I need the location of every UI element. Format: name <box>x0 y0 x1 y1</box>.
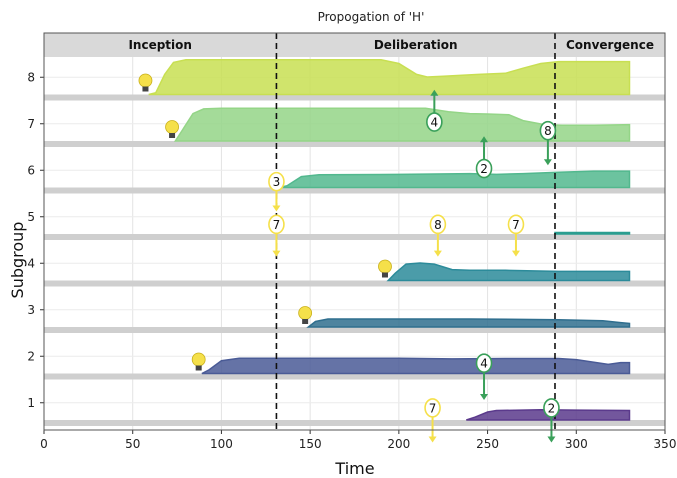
transmission-label: 4 <box>431 116 439 130</box>
transmission-arrow-head <box>511 250 520 257</box>
origin-bulb-icon <box>191 352 206 367</box>
transmission-node <box>475 158 493 179</box>
x-tick-label: 250 <box>476 437 499 451</box>
x-tick-label: 0 <box>40 437 48 451</box>
transmission-node <box>268 214 285 235</box>
phase-label: Deliberation <box>374 38 458 52</box>
plot-area: Inception Deliberation Convergence 3 7 8 7 4 2 8 4… <box>27 32 677 451</box>
area-subgroup-6 <box>279 170 631 189</box>
chart-title: Propogation of 'H' <box>318 10 425 24</box>
area-subgroup-3 <box>306 318 631 328</box>
origin-bulb-icon <box>298 306 313 320</box>
area-subgroup-2 <box>201 357 631 375</box>
transmission-arrow-head <box>480 136 489 143</box>
subgroup-separator <box>44 234 665 240</box>
transmission-node <box>268 171 285 192</box>
subgroup-separator <box>44 187 665 194</box>
x-tick-label: 300 <box>565 437 588 451</box>
transmission-arrow-head <box>543 159 552 166</box>
transmission-arrow-head <box>272 205 281 212</box>
transmission-arrow-head <box>430 89 439 96</box>
x-axis-label: Time <box>334 459 374 478</box>
transmission-label: 7 <box>429 401 437 415</box>
x-tick-label: 150 <box>299 437 322 451</box>
x-tick-label: 100 <box>210 437 233 451</box>
subgroup-separator <box>44 420 665 426</box>
transmission-label: 3 <box>273 175 281 189</box>
origin-bulb-icon <box>165 120 179 134</box>
transmission-node <box>539 120 557 141</box>
transmission-label: 7 <box>273 218 281 232</box>
origin-bulb-base <box>142 86 149 92</box>
transmission-label: 8 <box>544 124 552 138</box>
y-tick-label: 2 <box>27 349 35 363</box>
transmission-node <box>475 353 493 373</box>
origin-bulb-base <box>302 319 309 324</box>
transmission-label: 7 <box>512 218 520 232</box>
origin-bulb-base <box>381 272 388 278</box>
x-tick-label: 200 <box>387 437 410 451</box>
transmission-label: 2 <box>480 162 488 176</box>
y-tick-label: 8 <box>27 70 35 84</box>
transmission-arrow-head <box>547 436 556 443</box>
subgroup-separator <box>44 94 665 101</box>
area-subgroup-4 <box>386 262 631 282</box>
transmission-arrow-head <box>428 436 437 443</box>
area-subgroup-8 <box>148 59 631 96</box>
transmission-label: 8 <box>434 218 442 232</box>
transmission-arrow-head <box>433 250 442 257</box>
phase-header-band <box>44 33 665 57</box>
y-axis-label: Subgroup <box>8 222 27 299</box>
transmission-node <box>424 398 441 418</box>
transmission-label: 2 <box>548 401 556 415</box>
y-tick-label: 4 <box>27 256 35 270</box>
y-tick-label: 3 <box>27 303 35 317</box>
y-tick-label: 7 <box>27 117 35 131</box>
x-tick-label: 50 <box>125 437 140 451</box>
phase-label: Inception <box>128 38 192 52</box>
plot-border <box>43 32 666 431</box>
origin-bulb-icon <box>138 73 153 88</box>
origin-bulb-base <box>169 133 176 138</box>
area-subgroup-5 <box>554 231 631 235</box>
subgroup-separator <box>44 327 665 333</box>
subgroup-separator <box>44 373 665 380</box>
origin-bulb-icon <box>378 259 392 274</box>
transmission-node <box>429 214 447 235</box>
subgroup-separator <box>44 280 665 287</box>
transmission-node <box>426 112 443 132</box>
y-tick-label: 5 <box>27 210 35 224</box>
transmission-arrow-head <box>480 394 489 401</box>
subgroup-separator <box>44 141 665 147</box>
area-subgroup-7 <box>173 107 631 142</box>
transmission-arrow-head <box>272 250 281 257</box>
x-tick-label: 350 <box>654 437 677 451</box>
phase-label: Convergence <box>566 38 654 52</box>
y-tick-label: 1 <box>27 396 35 410</box>
transmission-node <box>507 214 525 235</box>
transmission-label: 4 <box>480 357 488 371</box>
transmission-node <box>543 398 560 418</box>
y-tick-label: 6 <box>27 163 35 177</box>
origin-bulb-base <box>195 365 202 371</box>
